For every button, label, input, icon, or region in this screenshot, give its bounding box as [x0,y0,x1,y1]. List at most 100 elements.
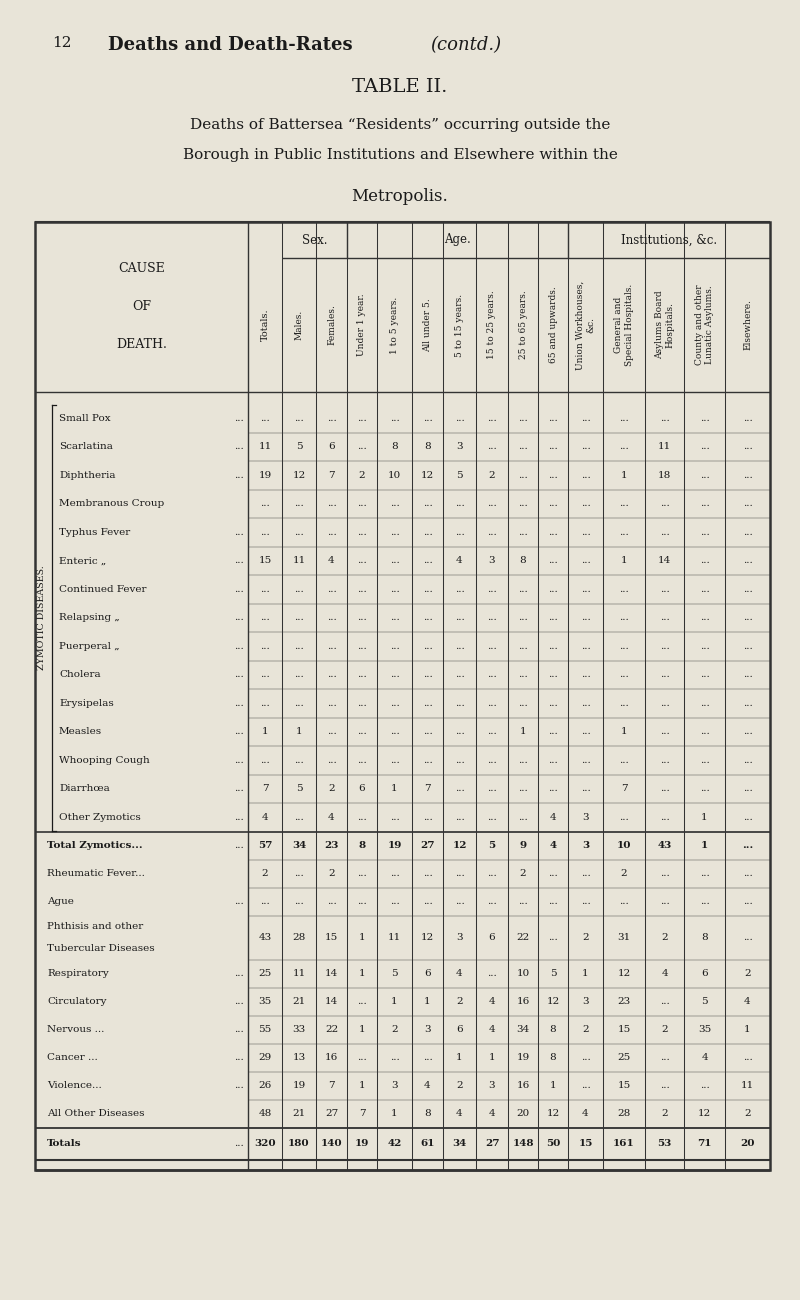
Text: Whooping Cough: Whooping Cough [59,755,150,764]
Text: ...: ... [660,997,670,1006]
Text: 28: 28 [292,933,306,942]
Text: ...: ... [234,442,244,451]
Text: Enteric „: Enteric „ [59,556,106,566]
Text: 1: 1 [358,968,366,978]
Text: ...: ... [260,897,270,906]
Text: 3: 3 [489,1082,495,1089]
Text: ...: ... [581,499,590,508]
Text: 4: 4 [701,1053,708,1062]
Text: County and other
Lunatic Asylums.: County and other Lunatic Asylums. [695,285,714,365]
Text: 4: 4 [550,841,557,850]
Text: 35: 35 [698,1024,711,1034]
Text: ...: ... [357,642,367,651]
Text: ...: ... [260,413,270,423]
Text: ...: ... [548,933,558,942]
Text: ...: ... [700,755,710,764]
Text: ...: ... [326,699,336,707]
Text: ...: ... [294,897,304,906]
Text: ...: ... [357,755,367,764]
Text: ...: ... [518,642,528,651]
Text: 55: 55 [258,1024,272,1034]
Text: ...: ... [700,556,710,566]
Text: ...: ... [357,442,367,451]
Text: ...: ... [294,812,304,822]
Text: 14: 14 [325,997,338,1006]
Text: 7: 7 [424,784,431,793]
Text: 7: 7 [262,784,268,793]
Text: ...: ... [260,499,270,508]
Text: ...: ... [660,812,670,822]
Text: 5 to 15 years.: 5 to 15 years. [455,294,464,356]
Text: 8: 8 [424,442,431,451]
Text: 3: 3 [456,442,463,451]
Text: 1: 1 [701,812,708,822]
Text: ...: ... [581,585,590,594]
Text: 1: 1 [489,1053,495,1062]
Text: 19: 19 [258,471,272,480]
Text: 21: 21 [292,1109,306,1118]
Text: 5: 5 [701,997,708,1006]
Text: 1: 1 [391,997,398,1006]
Text: 16: 16 [516,1082,530,1089]
Text: ...: ... [390,556,399,566]
Text: 3: 3 [391,1082,398,1089]
Text: 1: 1 [550,1082,556,1089]
Text: ...: ... [742,841,753,850]
Text: ...: ... [518,614,528,623]
Text: Deaths and Death-Rates: Deaths and Death-Rates [108,36,352,55]
Text: ...: ... [294,528,304,537]
Text: ...: ... [700,784,710,793]
Text: 2: 2 [582,1024,589,1034]
Text: 4: 4 [744,997,751,1006]
Text: 2: 2 [489,471,495,480]
Text: 26: 26 [258,1082,272,1089]
Text: Union Workhouses,
&c.: Union Workhouses, &c. [576,281,595,369]
Text: 5: 5 [296,442,302,451]
Text: 4: 4 [456,968,463,978]
Text: All Other Diseases: All Other Diseases [47,1109,145,1118]
Text: ...: ... [234,1024,244,1034]
Text: ...: ... [390,755,399,764]
Text: ...: ... [234,755,244,764]
Text: ...: ... [390,413,399,423]
Text: ...: ... [700,413,710,423]
Text: 22: 22 [325,1024,338,1034]
Text: Borough in Public Institutions and Elsewhere within the: Borough in Public Institutions and Elsew… [182,148,618,162]
Text: Other Zymotics: Other Zymotics [59,812,141,822]
Text: 25: 25 [618,1053,630,1062]
Text: ...: ... [294,868,304,878]
Text: Cancer ...: Cancer ... [47,1053,98,1062]
Text: ...: ... [548,442,558,451]
Text: ...: ... [742,499,752,508]
Text: ...: ... [581,471,590,480]
Text: ...: ... [700,528,710,537]
Text: 12: 12 [546,997,560,1006]
Text: ...: ... [700,471,710,480]
Text: 11: 11 [658,442,671,451]
Text: ...: ... [518,812,528,822]
Text: 4: 4 [661,968,668,978]
Text: 11: 11 [741,1082,754,1089]
Text: 48: 48 [258,1109,272,1118]
Text: 19: 19 [516,1053,530,1062]
Text: ...: ... [660,585,670,594]
Text: 2: 2 [744,968,751,978]
Text: ...: ... [357,413,367,423]
Text: ...: ... [548,471,558,480]
Text: 18: 18 [658,471,671,480]
Text: ...: ... [548,755,558,764]
Text: 6: 6 [489,933,495,942]
Text: ...: ... [357,727,367,736]
Text: ...: ... [660,868,670,878]
Text: 1: 1 [621,556,627,566]
Text: ...: ... [422,614,432,623]
Text: ...: ... [700,868,710,878]
Text: ...: ... [326,671,336,679]
Text: Relapsing „: Relapsing „ [59,614,120,623]
Text: Age.: Age. [444,234,471,247]
Text: ...: ... [454,755,464,764]
Text: ...: ... [326,585,336,594]
Text: ...: ... [487,413,497,423]
Text: ...: ... [548,784,558,793]
Text: Elsewhere.: Elsewhere. [743,299,752,351]
